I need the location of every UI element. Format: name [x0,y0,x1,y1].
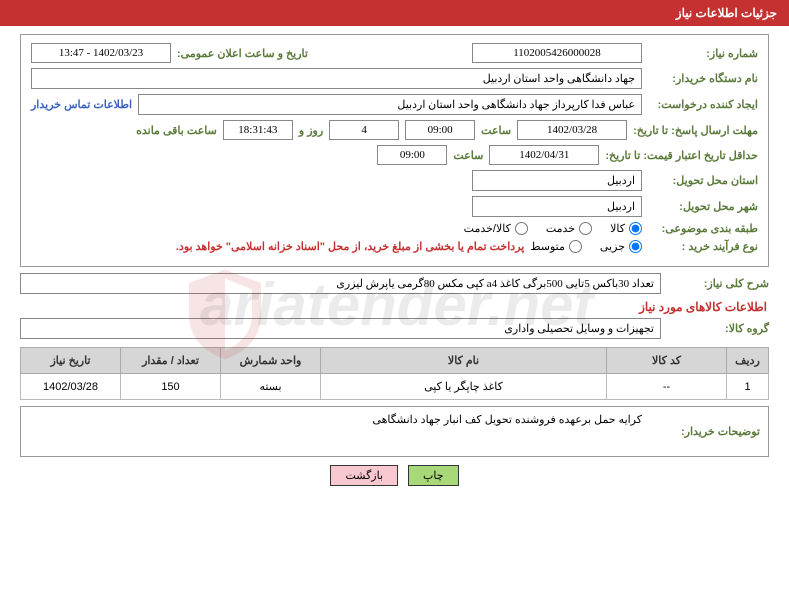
radio-goods[interactable]: کالا [610,222,642,235]
cell-row: 1 [727,374,769,400]
items-section-title: اطلاعات کالاهای مورد نیاز [0,300,767,314]
panel-header: جزئیات اطلاعات نیاز [0,0,789,26]
proc-type-label: نوع فرآیند خرید : [648,240,758,253]
requester-value: عباس فدا کارپرداز جهاد دانشگاهی واحد است… [138,94,642,115]
price-date-value: 1402/04/31 [489,145,599,165]
radio-both-input[interactable] [515,222,528,235]
table-header-row: ردیف کد کالا نام کالا واحد شمارش تعداد /… [21,348,769,374]
radio-both[interactable]: کالا/خدمت [464,222,528,235]
radio-service[interactable]: خدمت [546,222,592,235]
group-value: تجهیزات و وسایل تحصیلی واداری [20,318,661,339]
resp-deadline-label: مهلت ارسال پاسخ: تا تاریخ: [633,124,758,137]
province-label: استان محل تحویل: [648,174,758,187]
th-unit: واحد شمارش [221,348,321,374]
radio-service-input[interactable] [579,222,592,235]
time-label-1: ساعت [481,124,511,137]
price-time-value: 09:00 [377,145,447,165]
th-need-date: تاریخ نیاز [21,348,121,374]
province-value: اردبیل [472,170,642,191]
radio-medium-input[interactable] [569,240,582,253]
buyer-org-label: نام دستگاه خریدار: [648,72,758,85]
th-code: کد کالا [607,348,727,374]
category-label: طبقه بندی موضوعی: [648,222,758,235]
price-valid-label: حداقل تاریخ اعتبار قیمت: تا تاریخ: [605,149,758,162]
proc-radios: جزیی متوسط [530,240,642,253]
buyer-notes-box: توضیحات خریدار: کرایه حمل برعهده فروشنده… [20,406,769,457]
category-radios: کالا خدمت کالا/خدمت [464,222,642,235]
proc-note: پرداخت تمام یا بخشی از مبلغ خرید، از محل… [176,240,524,253]
summary-value: تعداد 30باکس 5تایی 500برگی کاغذ a4 کپی م… [20,273,661,294]
cell-name: کاغذ چاپگر یا کپی [321,374,607,400]
city-value: اردبیل [472,196,642,217]
buyer-contact-link[interactable]: اطلاعات تماس خریدار [31,98,132,111]
cell-need-date: 1402/03/28 [21,374,121,400]
radio-goods-label: کالا [610,222,625,235]
summary-label: شرح کلی نیاز: [669,277,769,290]
th-name: نام کالا [321,348,607,374]
radio-small[interactable]: جزیی [600,240,642,253]
cell-unit: بسته [221,374,321,400]
buyer-org-value: جهاد دانشگاهی واحد استان اردبیل [31,68,642,89]
resp-date-value: 1402/03/28 [517,120,627,140]
need-no-label: شماره نیاز: [648,47,758,60]
countdown-value: 18:31:43 [223,120,293,140]
radio-service-label: خدمت [546,222,575,235]
items-table: ردیف کد کالا نام کالا واحد شمارش تعداد /… [20,347,769,400]
cell-code: -- [607,374,727,400]
back-button[interactable]: بازگشت [330,465,398,486]
time-label-2: ساعت [453,149,483,162]
remaining-label: ساعت باقی مانده [136,124,217,137]
need-no-value: 1102005426000028 [472,43,642,63]
group-label: گروه کالا: [669,322,769,335]
th-qty: تعداد / مقدار [121,348,221,374]
buyer-notes-label: توضیحات خریدار: [648,407,768,456]
radio-goods-input[interactable] [629,222,642,235]
radio-medium[interactable]: متوسط [530,240,582,253]
header-title: جزئیات اطلاعات نیاز [676,6,777,20]
announce-dt-value: 1402/03/23 - 13:47 [31,43,171,63]
main-panel: شماره نیاز: 1102005426000028 تاریخ و ساع… [20,34,769,267]
radio-medium-label: متوسط [530,240,565,253]
radio-small-input[interactable] [629,240,642,253]
radio-both-label: کالا/خدمت [464,222,511,235]
city-label: شهر محل تحویل: [648,200,758,213]
radio-small-label: جزیی [600,240,625,253]
table-row: 1 -- کاغذ چاپگر یا کپی بسته 150 1402/03/… [21,374,769,400]
th-row: ردیف [727,348,769,374]
buyer-notes-value: کرایه حمل برعهده فروشنده تحویل کف انبار … [21,407,648,447]
announce-dt-label: تاریخ و ساعت اعلان عمومی: [177,47,308,60]
days-value: 4 [329,120,399,140]
button-row: چاپ بازگشت [0,465,789,486]
print-button[interactable]: چاپ [408,465,459,486]
requester-label: ایجاد کننده درخواست: [648,98,758,111]
resp-time-value: 09:00 [405,120,475,140]
days-and-label: روز و [299,124,323,137]
cell-qty: 150 [121,374,221,400]
